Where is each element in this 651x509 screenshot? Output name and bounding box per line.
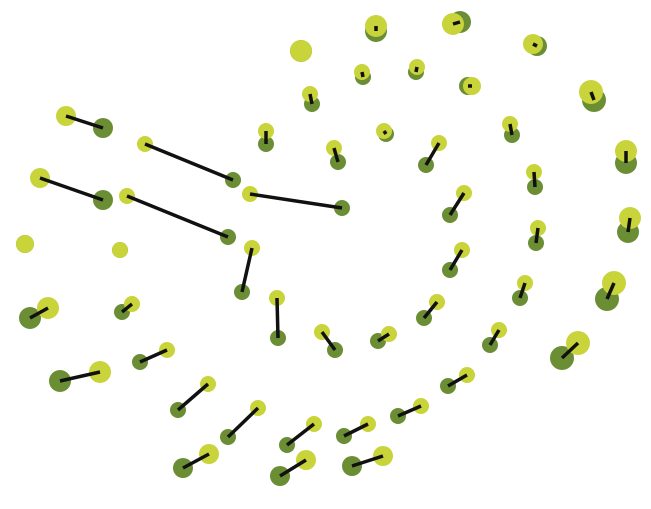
vector-15 [279,416,322,453]
vector-connector-line [29,306,49,320]
vector-37 [408,59,425,80]
vector-9 [269,290,286,346]
vector-connector-line [397,404,422,418]
vector-connector-line [518,282,527,299]
vector-28 [550,331,590,370]
vector-42 [523,34,547,56]
vector-4 [119,188,236,245]
vector-43 [302,86,320,112]
vector-connector-line [414,66,419,73]
vector-connector-line [360,71,365,78]
vector-6 [16,235,34,253]
vector-25 [615,140,637,174]
vector-12 [132,342,175,370]
vector-49 [290,40,312,62]
vector-connector-line [176,382,210,412]
vector-start-dot [112,242,128,258]
vector-5 [242,186,350,216]
vector-connector-line [343,422,369,438]
vector-connector-line [275,297,280,339]
vector-connector-line [534,227,540,244]
vector-connector-line [59,370,101,383]
vector-46 [342,446,393,476]
vector-21 [528,220,546,251]
vector-48 [173,444,219,478]
vector-45 [270,450,316,486]
vector-connector-line [377,332,390,343]
vector-connector-line [39,176,104,202]
vector-29 [442,242,470,278]
vector-connector-line [182,452,210,470]
vector-connector-line [382,130,388,135]
vector-start-dot [290,40,312,62]
vector-47 [49,361,111,392]
vector-connector-line [560,341,580,360]
vector-connector-line [589,91,596,101]
vector-40 [365,15,387,42]
vector-27 [595,271,626,311]
vector-connector-line [532,171,537,188]
vector-26 [617,207,641,243]
vector-35 [326,140,346,170]
vector-connector-line [447,373,468,388]
vector-connector-line [249,192,343,210]
vector-connector-line [320,330,337,352]
vector-7 [112,242,128,258]
vector-connector-line [144,142,234,182]
vector-30 [442,185,472,223]
vector-connector-line [626,217,632,233]
vector-connector-line [452,20,461,26]
vector-31 [418,135,447,173]
vector-11 [114,296,140,320]
vector-connector-line [424,142,441,166]
vector-connector-line [332,147,340,163]
vector-36 [376,123,394,142]
vector-connector-line [139,348,168,364]
vector-connector-line [448,192,466,216]
vector-32 [370,326,397,349]
vector-18 [440,367,475,394]
vector-3 [30,168,113,210]
vector-connector-line [422,300,439,320]
vector-38 [459,77,481,95]
vector-17 [390,398,429,424]
vector-13 [170,376,216,418]
vector-group [16,11,641,486]
vector-connector-line [279,458,307,478]
vector-connector-line [65,114,104,130]
vector-connector-line [351,454,384,468]
vector-connector-line [488,329,501,346]
vector-20 [512,275,533,306]
vector-39 [442,11,471,35]
vector-2 [137,136,241,188]
vector-41 [354,64,371,85]
vector-10 [19,297,59,329]
vector-16 [336,416,376,444]
vector-34 [314,324,343,358]
vector-33 [416,294,445,326]
vector-24 [579,80,606,112]
vector-start-dot [16,235,34,253]
vector-connector-line [285,422,316,447]
vector-1 [56,106,113,138]
vector-connector-line [532,42,538,48]
vector-8 [234,240,260,300]
vector-connector-line [240,247,254,293]
vector-connector-line [448,249,464,271]
vector-connector-line [126,194,229,239]
vector-14 [220,400,266,445]
vector-23 [502,116,520,143]
vector-connector-line [120,302,134,314]
vector-22 [526,164,543,195]
vector-connector-line [308,93,314,105]
vector-19 [482,322,507,353]
vector-connector-line [226,406,260,439]
vector-44 [258,123,274,152]
vector-connector-line [605,282,616,300]
vector-connector-line [508,123,514,136]
